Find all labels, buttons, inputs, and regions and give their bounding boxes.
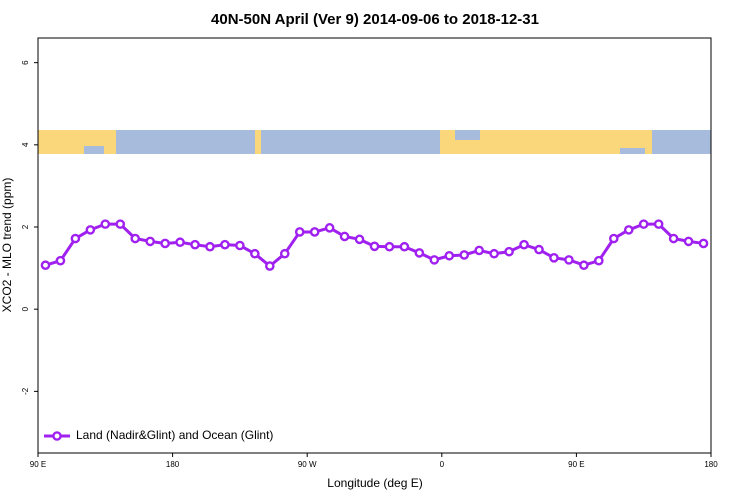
x-axis-label: Longitude (deg E) (327, 476, 422, 490)
data-point (683, 236, 694, 247)
data-point (85, 225, 96, 235)
data-point (354, 234, 365, 245)
x-tick-label: 180 (704, 460, 718, 469)
data-point (40, 260, 51, 271)
data-point (205, 241, 215, 252)
data-point (564, 255, 574, 265)
data-point (668, 233, 679, 244)
legend-marker (52, 431, 62, 441)
data-point (250, 248, 260, 259)
data-point (70, 233, 81, 244)
chart-title: 40N-50N April (Ver 9) 2014-09-06 to 2018… (211, 11, 539, 28)
data-point (653, 219, 664, 229)
data-point (279, 248, 290, 259)
data-point (579, 260, 589, 271)
data-point (399, 241, 410, 252)
data-point (175, 237, 185, 248)
data-point (534, 244, 544, 255)
data-point (115, 219, 126, 229)
data-point (414, 248, 425, 258)
data-point (698, 238, 709, 249)
data-point (309, 227, 320, 237)
data-point (519, 239, 529, 250)
data-point (489, 248, 499, 259)
data-point (220, 239, 230, 250)
data-point (474, 245, 484, 256)
data-point (444, 250, 455, 261)
data-point (549, 253, 559, 263)
data-point (235, 240, 245, 251)
data-point (130, 233, 141, 244)
x-tick-label: 180 (166, 460, 180, 469)
data-point (145, 236, 155, 247)
data-point (190, 239, 200, 250)
y-axis-label: XCO2 - MLO trend (ppm) (0, 178, 14, 313)
data-point (369, 241, 380, 252)
y-tick-label: 4 (21, 142, 30, 147)
y-tick-label: 6 (21, 60, 30, 65)
data-point (459, 250, 470, 260)
data-point (623, 225, 634, 235)
y-tick-label: -2 (21, 387, 30, 395)
data-point (55, 255, 66, 266)
map-strip (38, 130, 711, 154)
data-point (324, 223, 335, 233)
data-point (384, 241, 395, 252)
data-point (294, 227, 305, 237)
data-point (429, 255, 440, 265)
data-point (608, 233, 619, 244)
y-tick-label: 2 (21, 224, 30, 229)
x-tick-label: 0 (440, 460, 445, 469)
data-point (265, 261, 275, 271)
data-point (339, 231, 350, 242)
data-point (160, 238, 170, 249)
data-point (638, 219, 649, 229)
data-point (100, 219, 111, 229)
x-tick-label: 90 E (30, 460, 46, 469)
x-tick-label: 90 E (568, 460, 584, 469)
x-tick-label: 90 W (298, 460, 317, 469)
plot-box (37, 37, 712, 454)
data-point (504, 246, 514, 257)
y-tick-label: 0 (21, 306, 30, 311)
legend-label: Land (Nadir&Glint) and Ocean (Glint) (76, 428, 273, 442)
data-point (594, 255, 604, 266)
